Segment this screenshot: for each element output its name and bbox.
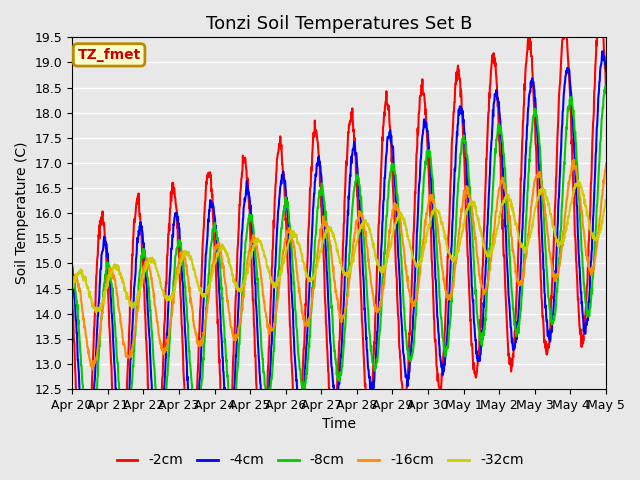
-4cm bbox=[602, 68, 610, 74]
-32cm bbox=[422, 240, 430, 245]
-8cm bbox=[175, 240, 182, 245]
-2cm bbox=[247, 253, 255, 259]
-8cm bbox=[188, 375, 195, 381]
-16cm bbox=[175, 262, 182, 267]
-4cm bbox=[175, 222, 182, 228]
Line: -32cm: -32cm bbox=[72, 181, 606, 312]
Line: -16cm: -16cm bbox=[72, 160, 606, 370]
-2cm bbox=[597, 6, 605, 12]
-32cm bbox=[602, 200, 610, 205]
-16cm bbox=[68, 282, 76, 288]
-32cm bbox=[188, 257, 195, 263]
-8cm bbox=[602, 85, 610, 91]
-4cm bbox=[68, 264, 76, 269]
-16cm bbox=[89, 367, 97, 373]
-8cm bbox=[602, 83, 609, 89]
-8cm bbox=[85, 442, 93, 447]
-16cm bbox=[247, 241, 255, 247]
-2cm bbox=[602, 87, 610, 93]
-2cm bbox=[188, 465, 195, 470]
-4cm bbox=[539, 251, 547, 257]
-32cm bbox=[247, 251, 255, 256]
-16cm bbox=[492, 208, 500, 214]
Line: -4cm: -4cm bbox=[72, 51, 606, 472]
-16cm bbox=[570, 157, 578, 163]
-4cm bbox=[247, 213, 255, 218]
-16cm bbox=[188, 300, 195, 306]
-2cm bbox=[492, 70, 500, 75]
-8cm bbox=[68, 281, 76, 287]
-32cm bbox=[574, 178, 582, 184]
-8cm bbox=[539, 199, 547, 205]
-32cm bbox=[492, 232, 500, 238]
-32cm bbox=[92, 310, 100, 315]
-8cm bbox=[247, 217, 255, 223]
-2cm bbox=[539, 313, 547, 319]
Y-axis label: Soil Temperature (C): Soil Temperature (C) bbox=[15, 142, 29, 285]
Legend: -2cm, -4cm, -8cm, -16cm, -32cm: -2cm, -4cm, -8cm, -16cm, -32cm bbox=[111, 448, 529, 473]
-16cm bbox=[539, 187, 547, 193]
-4cm bbox=[83, 469, 90, 475]
-4cm bbox=[598, 48, 606, 54]
-8cm bbox=[492, 147, 500, 153]
Title: Tonzi Soil Temperatures Set B: Tonzi Soil Temperatures Set B bbox=[206, 15, 472, 33]
-4cm bbox=[188, 425, 195, 431]
Line: -2cm: -2cm bbox=[72, 9, 606, 480]
-16cm bbox=[422, 215, 430, 221]
-4cm bbox=[492, 92, 500, 97]
-2cm bbox=[422, 119, 430, 124]
-4cm bbox=[422, 120, 430, 125]
Text: TZ_fmet: TZ_fmet bbox=[77, 48, 141, 62]
-2cm bbox=[68, 294, 76, 300]
-32cm bbox=[175, 271, 182, 276]
-16cm bbox=[602, 161, 610, 167]
Line: -8cm: -8cm bbox=[72, 86, 606, 444]
-32cm bbox=[68, 286, 76, 291]
-32cm bbox=[539, 186, 547, 192]
X-axis label: Time: Time bbox=[322, 418, 356, 432]
-8cm bbox=[422, 157, 430, 163]
-2cm bbox=[175, 241, 182, 247]
